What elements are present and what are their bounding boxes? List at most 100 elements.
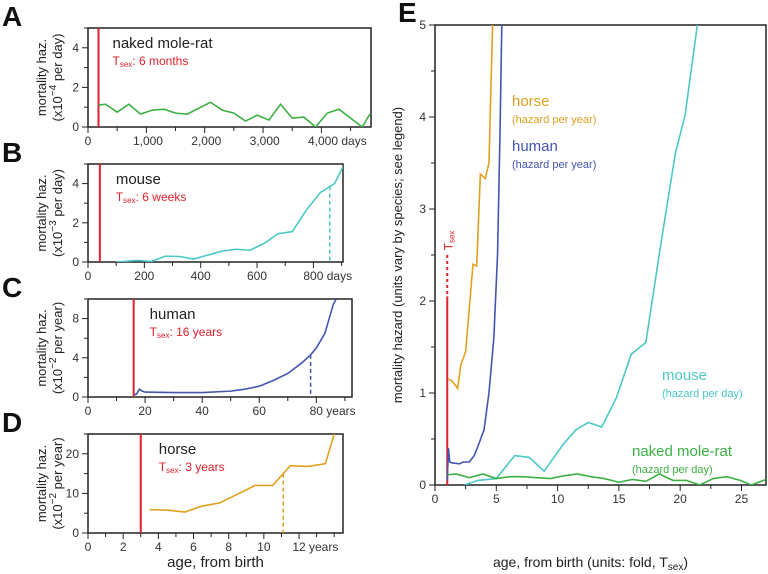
tsex-sub: sex (123, 196, 135, 205)
legend-unit-horse: (hazard per year) (512, 114, 596, 126)
unit-exp: −3 (48, 220, 59, 232)
x-tick-label: 8 (225, 540, 232, 554)
x-tick-label: 10 (257, 540, 271, 554)
y-tick-label: 4 (72, 351, 79, 365)
x-tick-label: 4,000 days (308, 134, 367, 148)
series-line-human (446, 25, 503, 481)
tsex-t: T (116, 190, 124, 204)
tsex-value: : 6 months (132, 54, 188, 68)
x-tick-label: 20 (673, 492, 687, 506)
plot-frame (434, 24, 767, 486)
x-tick-label: 0 (85, 540, 92, 554)
unit-b: per year) (50, 302, 65, 358)
y-tick-label: 8 (72, 312, 79, 326)
series-line-mouse (464, 25, 699, 485)
x-tick-label: 2 (120, 540, 127, 554)
y-tick-label: 2 (72, 80, 79, 94)
y-tick-label: 0 (72, 526, 79, 540)
y-tick-label: 1 (419, 386, 426, 400)
unit-b: per day) (50, 33, 65, 84)
y-tick-label: 0 (72, 255, 79, 269)
series-line-horse (448, 25, 494, 391)
y-axis-label: mortality haz. (34, 445, 49, 522)
x-tick-label: 15 (612, 492, 626, 506)
x-tick-label: 3,000 (250, 134, 280, 148)
legend-naked-mole-rat: naked mole-rat (632, 443, 733, 460)
y-tick-label: 0 (419, 478, 426, 492)
x-tick-label: 0 (432, 492, 439, 506)
x-tick-label: 2,000 (191, 134, 221, 148)
unit-a: (x10 (50, 232, 65, 257)
y-axis-label: mortality haz. (34, 174, 49, 251)
x-tick-label: 0 (85, 134, 92, 148)
x-tick-label: 400 (191, 269, 211, 283)
x-axis-label: age, from birth (167, 554, 264, 571)
x-tick-label: 12 years (292, 540, 338, 554)
series-line-human (133, 299, 337, 396)
unit-b: per year) (50, 437, 65, 493)
tsex-sub: sex (157, 331, 169, 340)
x-tick-label: 0 (85, 269, 92, 283)
y-tick-label: 4 (419, 110, 426, 124)
unit-exp: −2 (48, 493, 59, 505)
y-axis-unit: (x10−3 per day) (48, 169, 65, 257)
y-tick-label: 20 (66, 447, 80, 461)
tsex-t: T (159, 460, 167, 474)
y-axis-unit: (x10−2 per year) (48, 437, 65, 529)
unit-a: (x10 (50, 96, 65, 121)
xlabel-a: age, from birth (units: fold, T (493, 554, 668, 570)
y-tick-label: 4 (72, 41, 79, 55)
y-axis-label: mortality hazard (units vary by species;… (390, 107, 405, 403)
species-label: naked mole-rat (113, 35, 214, 52)
y-tick-label: 2 (419, 294, 426, 308)
legend-horse: horse (512, 93, 550, 110)
y-tick-label: 10 (66, 486, 80, 500)
tsex-sub: sex (447, 231, 456, 243)
species-label: mouse (116, 171, 161, 188)
unit-a: (x10 (50, 504, 65, 529)
tsex-t: T (150, 325, 158, 339)
unit-exp: −2 (48, 357, 59, 369)
tsex-sub: sex (166, 466, 178, 475)
tsex-label: Tsex: 6 months (113, 54, 189, 69)
y-axis-label: mortality haz. (34, 309, 49, 386)
x-tick-label: 60 (253, 404, 267, 418)
panel-letter: A (2, 1, 22, 32)
tsex-value: : 3 years (179, 460, 225, 474)
tsex-value: : 16 years (169, 325, 222, 339)
tsex-label: Tsex: 3 years (159, 460, 225, 475)
legend-unit-human: (hazard per year) (512, 159, 596, 171)
panel-letter: C (2, 272, 22, 303)
x-tick-label: 0 (85, 404, 92, 418)
y-axis-unit: (x10−4 per day) (48, 33, 65, 121)
legend-unit-naked-mole-rat: (hazard per day) (632, 464, 713, 476)
x-tick-label: 600 (247, 269, 267, 283)
y-tick-label: 5 (419, 18, 426, 32)
plot-frame (87, 163, 344, 263)
y-axis-unit: (x10−2 per year) (48, 302, 65, 394)
species-label: horse (159, 441, 197, 458)
x-tick-label: 6 (190, 540, 197, 554)
x-tick-label: 1,000 (133, 134, 163, 148)
x-tick-label: 80 years (310, 404, 356, 418)
series-line-naked-mole-rat (98, 101, 371, 127)
x-axis-label: age, from birth (units: fold, Tsex) (493, 554, 688, 573)
xlabel-end: ) (683, 554, 688, 570)
legend-unit-mouse: (hazard per day) (662, 388, 743, 400)
x-tick-label: 4 (155, 540, 162, 554)
xlabel-sub: sex (668, 562, 684, 573)
unit-exp: −4 (48, 84, 59, 96)
unit-a: (x10 (50, 369, 65, 394)
tsex-t: T (441, 242, 455, 250)
x-tick-label: 20 (138, 404, 152, 418)
x-tick-label: 200 (134, 269, 154, 283)
unit-b: per day) (50, 169, 65, 220)
panel-letter: B (2, 137, 22, 168)
plot-frame (87, 27, 372, 128)
tsex-t: T (113, 54, 121, 68)
